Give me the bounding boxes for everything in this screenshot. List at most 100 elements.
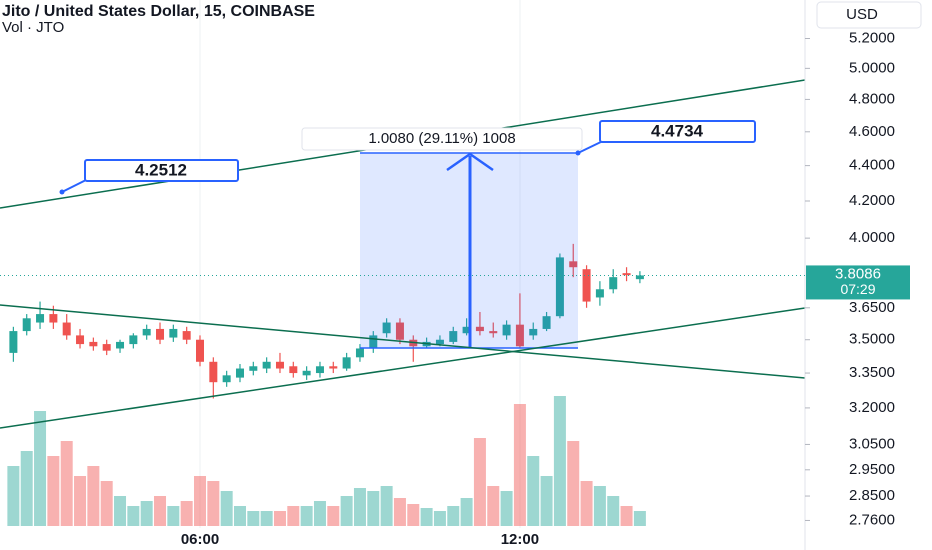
volume-bar: [207, 481, 220, 526]
y-tick-label: 3.3500: [849, 364, 895, 381]
trend-line: [0, 307, 806, 429]
candle-body: [475, 326, 484, 332]
y-tick-label: 3.5000: [849, 331, 895, 348]
volume-bar: [114, 496, 127, 526]
y-tick-label: 4.0000: [849, 229, 895, 246]
y-tick-label: 3.0500: [849, 435, 895, 452]
last-price-tag: [806, 265, 910, 300]
volume-bar: [313, 501, 326, 526]
volume-bar: [607, 496, 620, 526]
volume-bar: [420, 508, 433, 526]
y-tick-label: 2.8500: [849, 487, 895, 504]
y-tick-label: 3.6500: [849, 299, 895, 316]
volume-bar: [393, 498, 406, 526]
candle-body: [89, 341, 98, 347]
y-tick-label: 4.4000: [849, 157, 895, 174]
volume-bar: [353, 488, 366, 526]
candle-body: [635, 275, 644, 280]
callout-box: [599, 120, 756, 143]
countdown: 07:29: [840, 281, 875, 297]
volume-bar: [220, 491, 233, 526]
candle-body: [289, 366, 298, 374]
candle-body: [196, 339, 204, 362]
callout-text: 4.4734: [651, 121, 704, 140]
x-tick-label: 06:00: [181, 531, 219, 548]
volume-bar: [140, 501, 153, 526]
candle-body: [449, 331, 458, 342]
candle-body: [369, 335, 378, 349]
candle-body: [262, 361, 271, 369]
callout-text: 4.2512: [135, 160, 187, 179]
candle-body: [382, 322, 391, 334]
x-tick-label: 12:00: [501, 531, 539, 548]
volume-bar: [127, 506, 140, 526]
volume-bar: [74, 476, 87, 526]
candle-body: [102, 344, 111, 351]
volume-bar: [327, 506, 340, 526]
trend-line: [0, 304, 806, 379]
candle-body: [355, 348, 364, 358]
volume-bar: [540, 476, 553, 526]
volume-bar: [273, 511, 286, 526]
volume-bar: [194, 476, 206, 526]
candle-body: [609, 277, 618, 290]
volume-bar: [473, 438, 486, 526]
volume-bar: [34, 411, 47, 526]
volume-bar: [154, 496, 167, 526]
chart-subtitle: Vol · JTO: [2, 19, 64, 36]
y-tick-label: 4.6000: [849, 123, 895, 140]
volume-bar: [527, 456, 540, 526]
volume-bar: [567, 441, 580, 526]
candle-body: [435, 339, 444, 345]
volume-bar: [633, 511, 646, 526]
candle-body: [275, 361, 284, 369]
volume-bar: [433, 511, 446, 526]
candle-body: [302, 370, 311, 376]
volume-bar: [620, 506, 633, 526]
volume-bar: [167, 506, 180, 526]
candle-body: [489, 331, 498, 334]
candle-body: [515, 324, 524, 347]
volume-bar: [180, 501, 193, 526]
currency-button[interactable]: [816, 1, 922, 29]
candle-body: [182, 331, 191, 340]
volume-bar: [553, 396, 566, 526]
y-tick-label: 5.2000: [849, 29, 895, 46]
volume-bar: [340, 496, 353, 526]
candle-body: [62, 322, 71, 336]
chart-title: Jito / United States Dollar, 15, COINBAS…: [2, 3, 315, 20]
volume-bar: [487, 486, 500, 526]
candle-body: [169, 328, 178, 338]
candle-body: [129, 335, 138, 345]
candle-body: [569, 261, 578, 268]
price-axis: 5.2000 5.0000 4.8000 4.6000 4.4000 4.2000 4.00…: [805, 29, 895, 528]
candle-body: [209, 361, 218, 383]
volume-bar: [300, 506, 313, 526]
candle-body: [76, 335, 85, 345]
volume-bar: [233, 506, 246, 526]
candle-body: [395, 322, 404, 340]
candle-body: [22, 318, 31, 332]
candle-body: [502, 324, 511, 336]
volume-layer: [7, 396, 646, 526]
candle-layer: [9, 243, 644, 399]
measure-label: 1.0080 (29.11%) 1008: [368, 130, 515, 147]
volume-bar: [407, 504, 420, 526]
volume-bar: [20, 451, 33, 526]
y-tick-label: 2.9500: [849, 461, 895, 478]
volume-bar: [247, 511, 260, 526]
y-tick-label: 2.7600: [849, 511, 895, 528]
candle-body: [36, 314, 45, 323]
volume-bar: [60, 441, 73, 526]
candle-body: [555, 257, 564, 317]
candle-body: [595, 289, 604, 298]
volume-bar: [367, 491, 380, 526]
currency: USD: [846, 6, 878, 23]
y-tick-label: 4.2000: [849, 192, 895, 209]
measure-label-box: [301, 127, 583, 151]
volume-bar: [580, 481, 593, 526]
candle-body: [462, 326, 471, 334]
volume-bar: [593, 486, 606, 526]
y-tick-label: 3.2000: [849, 399, 895, 416]
